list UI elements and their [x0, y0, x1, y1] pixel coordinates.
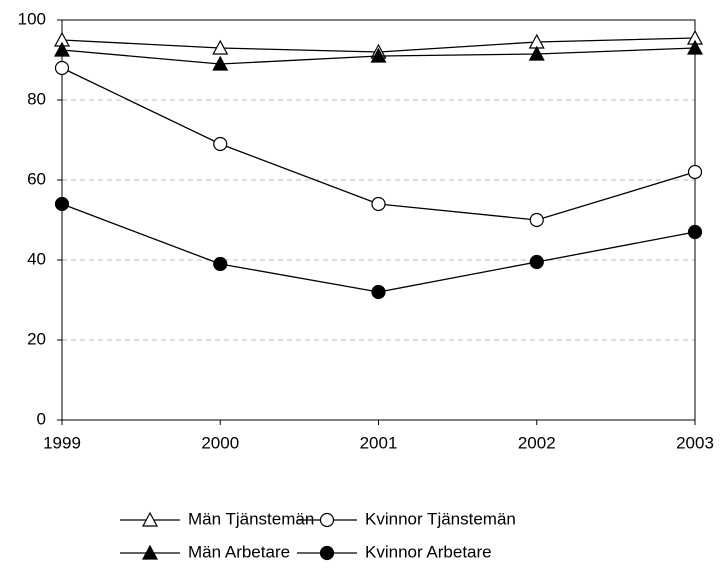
series-line [61, 203, 696, 293]
legend-marker [319, 512, 335, 528]
data-point [528, 45, 545, 61]
data-point [687, 224, 703, 240]
data-point [54, 196, 70, 212]
plot-frame [61, 19, 696, 421]
data-point [53, 41, 71, 57]
data-point [213, 136, 228, 152]
data-point [686, 39, 704, 55]
y-tick-label: 0 [37, 409, 46, 428]
data-point [687, 164, 703, 180]
legend-label: Kvinnor Tjänstemän [365, 509, 516, 528]
y-tick-label: 40 [27, 249, 46, 268]
y-tick-label: 20 [27, 329, 46, 348]
legend-marker [141, 544, 159, 560]
legend-label: Män Arbetare [188, 542, 290, 561]
data-point [370, 47, 387, 63]
x-tick-label: 2003 [676, 433, 714, 452]
data-point [212, 55, 229, 71]
y-tick-label: 100 [18, 9, 46, 28]
x-tick-label: 2002 [518, 433, 556, 452]
y-tick-label: 60 [27, 169, 46, 188]
data-point [213, 256, 228, 272]
data-point [371, 196, 386, 212]
data-point [529, 254, 544, 270]
y-tick-label: 80 [27, 89, 46, 108]
data-point [529, 212, 544, 228]
x-tick-label: 2000 [201, 433, 239, 452]
x-tick-label: 1999 [43, 433, 81, 452]
data-point [212, 39, 229, 55]
x-tick-label: 2001 [360, 433, 398, 452]
legend-marker [141, 511, 159, 527]
legend-label: Kvinnor Arbetare [365, 542, 492, 561]
legend-marker [319, 545, 335, 561]
data-point [371, 284, 386, 300]
legend-label: Män Tjänstemän [188, 509, 314, 528]
data-point [54, 60, 70, 76]
